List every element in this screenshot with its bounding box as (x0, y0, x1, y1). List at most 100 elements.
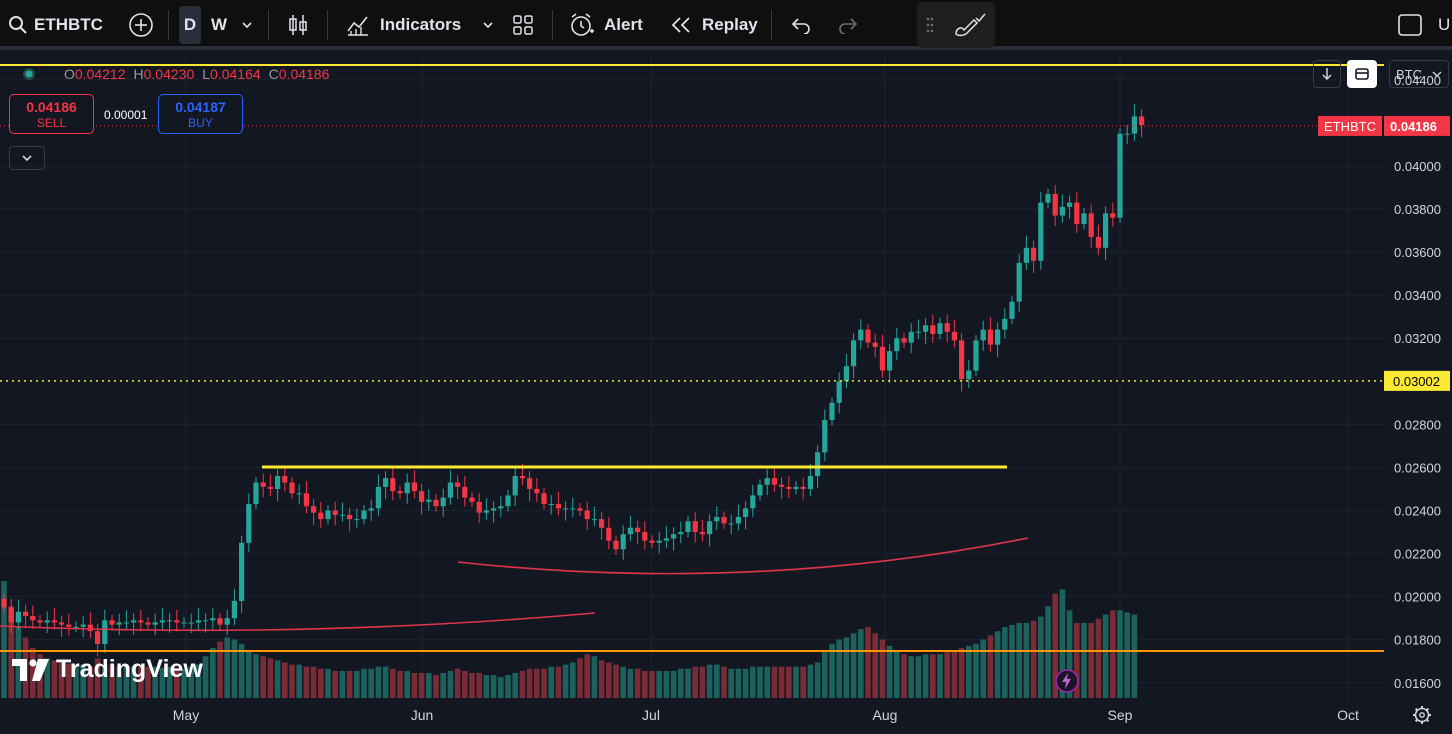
replay-button[interactable]: Replay (670, 0, 758, 50)
time-tick-label: Aug (873, 707, 898, 723)
candle (275, 476, 281, 489)
interval-d-button[interactable]: D (179, 6, 201, 44)
buy-button[interactable]: 0.04187 BUY (158, 94, 243, 134)
symbol-search[interactable]: ETHBTC (8, 0, 103, 50)
toolbar-divider (168, 10, 169, 40)
symbol-price-tag (1318, 115, 1382, 136)
candle (973, 340, 979, 371)
volume-bar (901, 654, 907, 698)
top-toolbar: ETHBTC D W Indicators Alert Replay (0, 0, 1452, 50)
sell-button[interactable]: 0.04186 SELL (9, 94, 94, 134)
candle (923, 325, 929, 332)
candle (1059, 206, 1065, 216)
interval-w-button[interactable]: W (211, 15, 228, 34)
candle (750, 495, 756, 509)
candle (1045, 193, 1051, 203)
price-axis[interactable]: 0.04400 0.04000 0.03800 0.03600 0.03400 0.032… (1384, 54, 1452, 700)
candle (289, 482, 295, 494)
volume-bar (505, 675, 511, 698)
volume-bar (368, 668, 374, 698)
chart-pane[interactable]: ETHBTC (0, 54, 1384, 700)
price-tick-label: 0.02400 (1394, 504, 1441, 519)
candle (512, 476, 518, 496)
volume-bar (843, 637, 850, 698)
indicators-icon (347, 16, 368, 36)
currency-select[interactable]: BTC (1389, 60, 1449, 88)
candle (887, 351, 893, 371)
volume-bar (51, 660, 58, 698)
volume-bar (562, 664, 569, 698)
volume-bar (555, 666, 562, 698)
volume-bar (426, 672, 432, 698)
candle (1074, 202, 1080, 225)
add-symbol-icon (129, 13, 153, 37)
candle (951, 331, 957, 341)
collapse-legend-button[interactable] (9, 146, 45, 170)
volume-bar (332, 670, 338, 698)
volume-bar (202, 656, 209, 698)
volume-bar (1066, 610, 1073, 698)
volume-bar (613, 664, 619, 698)
volume-bar (634, 668, 641, 698)
candle (8, 607, 14, 623)
chart-type-button[interactable] (287, 0, 309, 50)
volume-bar (584, 654, 590, 698)
volume-bar (44, 658, 50, 698)
undo-button[interactable] (790, 0, 812, 50)
candle (786, 486, 792, 489)
candle (447, 482, 453, 498)
drawing-toolbar-toggle[interactable] (917, 2, 995, 48)
layouts-button[interactable] (512, 0, 534, 50)
volume-bar (166, 666, 173, 698)
candle (815, 452, 821, 477)
volume-bar (1023, 622, 1030, 698)
volume-bar (750, 666, 756, 698)
compare-button[interactable] (128, 0, 154, 50)
candle (303, 493, 309, 507)
volume-bar (570, 662, 576, 698)
gear-tooth (1414, 707, 1419, 712)
time-tick-label: Oct (1337, 707, 1359, 723)
volume-bar (930, 654, 936, 698)
auto-scale-button[interactable] (1347, 60, 1377, 88)
candle (743, 508, 749, 517)
fullscreen-button[interactable] (1398, 0, 1422, 50)
candle (462, 486, 468, 498)
rounding-bottom-curve-1 (0, 612, 596, 632)
candle (59, 622, 65, 625)
candle (987, 329, 993, 345)
candle (822, 420, 828, 453)
candle (260, 482, 266, 487)
time-axis[interactable]: May Jun Jul Aug Sep Oct (0, 700, 1452, 734)
user-menu-partial[interactable]: U (1438, 15, 1451, 34)
volume-bar (721, 666, 727, 698)
interval-dropdown[interactable] (240, 0, 254, 50)
scroll-to-latest-button[interactable] (1313, 60, 1341, 88)
volume-bar (476, 672, 482, 698)
volume-bar (440, 672, 446, 698)
volume-bar (116, 666, 122, 698)
price-tick-label: 0.03200 (1394, 331, 1441, 346)
volume-bar (1009, 624, 1015, 698)
volume-bar (678, 668, 684, 698)
volume-bar (1052, 593, 1058, 698)
candle (793, 486, 799, 489)
alert-button[interactable]: Alert (569, 0, 643, 50)
candle (383, 478, 389, 487)
indicators-button[interactable]: Indicators (346, 0, 495, 50)
flash-button[interactable] (1054, 668, 1080, 694)
volume-bar (375, 666, 382, 698)
alarm-clock-icon (571, 13, 594, 36)
candle (541, 493, 547, 505)
volume-bar (512, 672, 518, 698)
candle (800, 486, 806, 489)
redo-button[interactable] (837, 0, 859, 50)
chevron-down-icon (22, 155, 32, 162)
volume-bar (807, 664, 814, 698)
volume-bar (109, 664, 115, 698)
lightning-icon (1055, 669, 1079, 693)
settings-gear-icon[interactable] (1413, 706, 1431, 724)
grid-icon (513, 15, 533, 35)
candle (1124, 133, 1130, 135)
candle (15, 611, 21, 623)
